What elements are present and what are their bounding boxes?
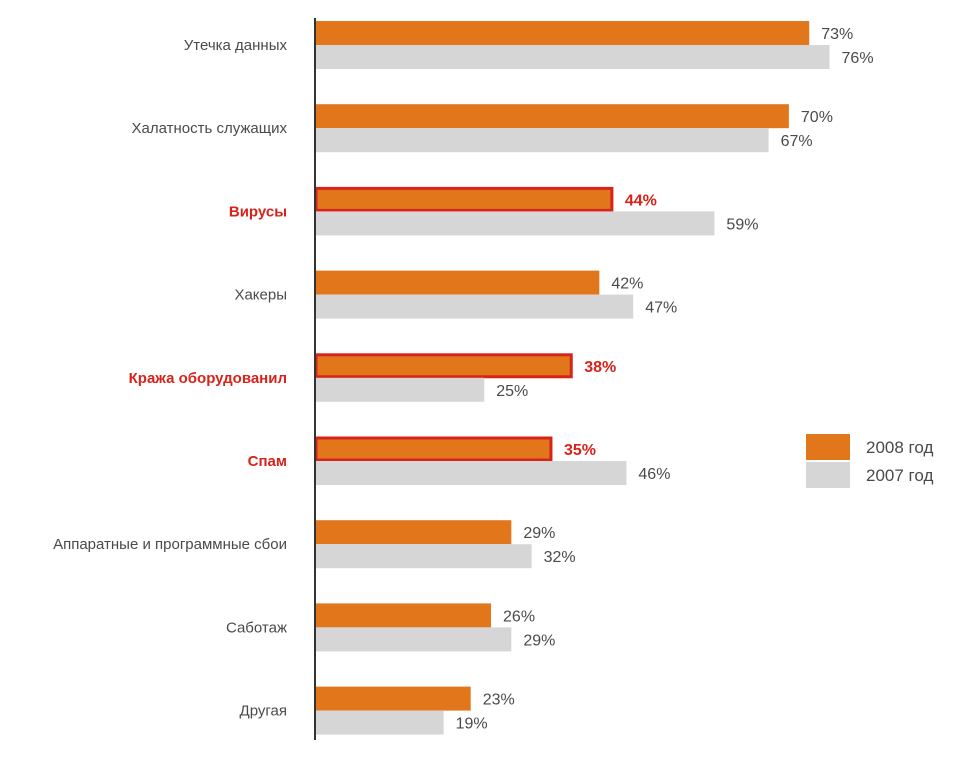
category-label-cat-6: Спам bbox=[248, 453, 287, 470]
value-label-cat-8-series-2: 29% bbox=[523, 632, 555, 649]
category-label-cat-4: Хакеры bbox=[234, 287, 287, 304]
value-label-cat-4-series-2: 47% bbox=[645, 300, 677, 317]
bar-cat-4-series-2 bbox=[315, 294, 634, 319]
value-label-cat-1-series-2: 76% bbox=[842, 50, 874, 67]
bar-cat-6-series-2 bbox=[315, 461, 627, 485]
value-label-cat-3-series-1: 44% bbox=[625, 192, 657, 209]
value-label-cat-4-series-1: 42% bbox=[611, 276, 643, 293]
value-label-cat-9-series-2: 19% bbox=[456, 716, 488, 733]
legend-swatch-2007 bbox=[806, 462, 850, 488]
category-label-cat-8: Саботаж bbox=[226, 619, 287, 636]
value-label-cat-6-series-1: 35% bbox=[564, 442, 596, 459]
bar-cat-8-series-2 bbox=[315, 627, 512, 652]
bar-cat-8-series-1 bbox=[315, 603, 492, 628]
bar-cat-7-series-2 bbox=[315, 544, 532, 569]
legend-label-2008: 2008 год bbox=[866, 438, 933, 457]
category-label-cat-2: Халатность служащих bbox=[132, 120, 288, 137]
bars-layer bbox=[314, 21, 830, 735]
legend: 2008 год 2007 год bbox=[806, 434, 933, 488]
category-label-cat-3: Вирусы bbox=[229, 203, 287, 220]
legend-label-2007: 2007 год bbox=[866, 466, 933, 485]
value-label-cat-8-series-1: 26% bbox=[503, 608, 535, 625]
value-label-cat-7-series-1: 29% bbox=[523, 525, 555, 542]
bar-cat-1-series-2 bbox=[315, 45, 830, 69]
value-label-cat-6-series-2: 46% bbox=[638, 466, 670, 483]
bar-cat-5-series-1 bbox=[314, 353, 573, 379]
value-label-cat-5-series-2: 25% bbox=[496, 383, 528, 400]
value-label-cat-5-series-1: 38% bbox=[584, 359, 616, 376]
value-label-cat-3-series-2: 59% bbox=[726, 216, 758, 233]
labels-layer: Утечка данных 73% 76% Халатность служащих 70… bbox=[53, 26, 873, 733]
bar-cat-3-series-2 bbox=[315, 211, 715, 236]
value-label-cat-2-series-2: 67% bbox=[781, 133, 813, 150]
category-label-cat-5: Кража оборудованил bbox=[129, 370, 287, 387]
bar-cat-2-series-1 bbox=[315, 104, 789, 129]
bar-cat-3-series-1 bbox=[314, 186, 614, 212]
value-label-cat-1-series-1: 73% bbox=[821, 26, 853, 43]
category-label-cat-9: Другая bbox=[240, 703, 287, 720]
bar-cat-1-series-1 bbox=[315, 21, 810, 45]
bar-cat-6-series-1 bbox=[314, 436, 553, 462]
value-label-cat-9-series-1: 23% bbox=[483, 692, 515, 709]
category-label-cat-7: Аппаратные и программные сбои bbox=[53, 536, 287, 553]
legend-swatch-2008 bbox=[806, 434, 850, 460]
value-label-cat-2-series-1: 70% bbox=[801, 109, 833, 126]
bar-cat-4-series-1 bbox=[315, 270, 600, 295]
bar-cat-7-series-1 bbox=[315, 520, 512, 545]
value-label-cat-7-series-2: 32% bbox=[544, 549, 576, 566]
bar-cat-5-series-2 bbox=[315, 377, 485, 402]
category-label-cat-1: Утечка данных bbox=[184, 37, 288, 54]
bar-cat-2-series-2 bbox=[315, 128, 769, 153]
bar-cat-9-series-1 bbox=[315, 686, 471, 711]
bar-cat-9-series-2 bbox=[315, 710, 444, 735]
